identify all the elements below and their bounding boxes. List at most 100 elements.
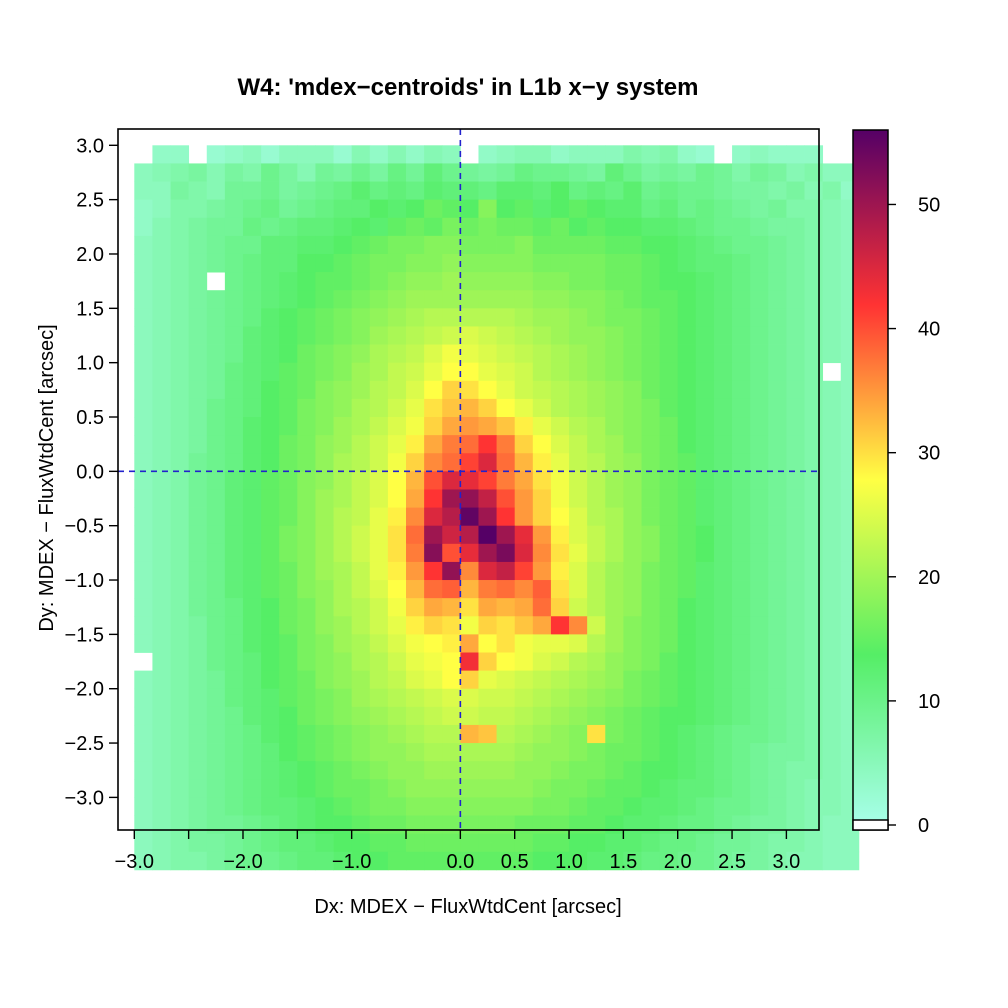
heatmap-cell — [514, 652, 534, 672]
heatmap-cell — [569, 652, 588, 672]
heatmap-cell — [369, 380, 389, 400]
heatmap-cell — [532, 417, 552, 436]
heatmap-cell — [713, 380, 733, 400]
heatmap-cell — [152, 598, 171, 617]
heatmap-cell — [695, 688, 715, 708]
heatmap-cell — [297, 344, 316, 364]
heatmap-cell — [333, 253, 353, 273]
heatmap-cell — [188, 743, 208, 762]
heatmap-cell — [406, 561, 425, 581]
heatmap-cell — [188, 362, 208, 382]
heatmap-cell — [152, 724, 171, 744]
heatmap-cell — [786, 851, 805, 871]
heatmap-cell — [514, 761, 534, 780]
heatmap-cell — [514, 634, 534, 653]
heatmap-cell — [351, 417, 371, 436]
heatmap-cell — [569, 417, 588, 436]
heatmap-cell — [768, 253, 787, 273]
heatmap-cell — [460, 670, 479, 690]
heatmap-cell — [242, 670, 262, 690]
heatmap-cell — [569, 272, 588, 291]
heatmap-cell — [569, 851, 588, 871]
heatmap-cell — [478, 398, 497, 418]
heatmap-cell — [641, 652, 661, 672]
heatmap-cell — [442, 851, 461, 871]
heatmap-cell — [623, 217, 642, 237]
heatmap-cell — [170, 634, 190, 653]
heatmap-cell — [822, 435, 842, 454]
heatmap-cell — [587, 761, 606, 780]
heatmap-cell — [442, 398, 461, 418]
heatmap-cell — [695, 398, 715, 418]
heatmap-cell — [713, 561, 733, 581]
heatmap-cell — [406, 489, 425, 508]
y-tick-label: 2.5 — [76, 190, 104, 212]
heatmap-cell — [242, 688, 262, 708]
heatmap-cell — [641, 217, 661, 237]
heatmap-cell — [496, 706, 516, 726]
heatmap-cell — [188, 851, 208, 871]
heatmap-cell — [677, 525, 697, 545]
heatmap-cell — [532, 362, 552, 382]
heatmap-cell — [206, 308, 226, 327]
heatmap-cell — [587, 272, 606, 291]
heatmap-cell — [641, 543, 661, 563]
heatmap-cell — [695, 779, 715, 798]
heatmap-cell — [333, 398, 353, 418]
heatmap-cell — [424, 543, 443, 563]
heatmap-cell — [750, 272, 769, 291]
heatmap-cell — [460, 797, 479, 816]
heatmap-cell — [242, 380, 262, 400]
heatmap-cell — [387, 797, 407, 816]
heatmap-cell — [152, 235, 171, 255]
heatmap-cell — [732, 326, 751, 345]
heatmap-cell — [695, 253, 715, 273]
heatmap-cell — [641, 199, 661, 219]
heatmap-cell — [623, 743, 642, 762]
heatmap-cell — [460, 815, 479, 835]
heatmap-cell — [206, 507, 226, 527]
heatmap-cell — [152, 145, 171, 164]
heatmap-cell — [315, 797, 334, 816]
heatmap-cell — [768, 380, 787, 400]
x-tick-label: 2.0 — [664, 851, 692, 873]
heatmap-cell — [406, 163, 425, 182]
heatmap-cell — [605, 634, 624, 653]
heatmap-cell — [242, 525, 262, 545]
heatmap-cell — [424, 688, 443, 708]
heatmap-cell — [587, 453, 606, 472]
heatmap-cell — [206, 181, 226, 201]
heatmap-cell — [641, 561, 661, 581]
heatmap-cell — [605, 743, 624, 762]
heatmap-cell — [206, 634, 226, 653]
heatmap-cell — [822, 181, 842, 201]
heatmap-cell — [279, 163, 298, 182]
heatmap-cell — [804, 543, 824, 563]
heatmap-cell — [569, 634, 588, 653]
heatmap-cell — [188, 652, 208, 672]
heatmap-cell — [279, 253, 298, 273]
heatmap-cell — [496, 797, 516, 816]
heatmap-cell — [424, 724, 443, 744]
heatmap-cell — [532, 453, 552, 472]
heatmap-cell — [768, 797, 787, 816]
heatmap-cell — [569, 779, 588, 798]
heatmap-cell — [224, 561, 244, 581]
heatmap-cell — [279, 688, 298, 708]
heatmap-cell — [732, 163, 751, 182]
heatmap-cell — [822, 217, 842, 237]
heatmap-cell — [695, 797, 715, 816]
heatmap-cell — [786, 797, 805, 816]
heatmap-cell — [442, 761, 461, 780]
heatmap-cell — [532, 380, 552, 400]
heatmap-cell — [170, 453, 190, 472]
heatmap-cell — [786, 235, 805, 255]
heatmap-cell — [786, 815, 805, 835]
y-tick-label: −0.5 — [65, 516, 104, 538]
heatmap-cell — [424, 851, 443, 871]
heatmap-cell — [387, 453, 407, 472]
heatmap-cell — [659, 616, 679, 635]
heatmap-cell — [587, 253, 606, 273]
y-tick-label: −2.5 — [65, 733, 104, 755]
